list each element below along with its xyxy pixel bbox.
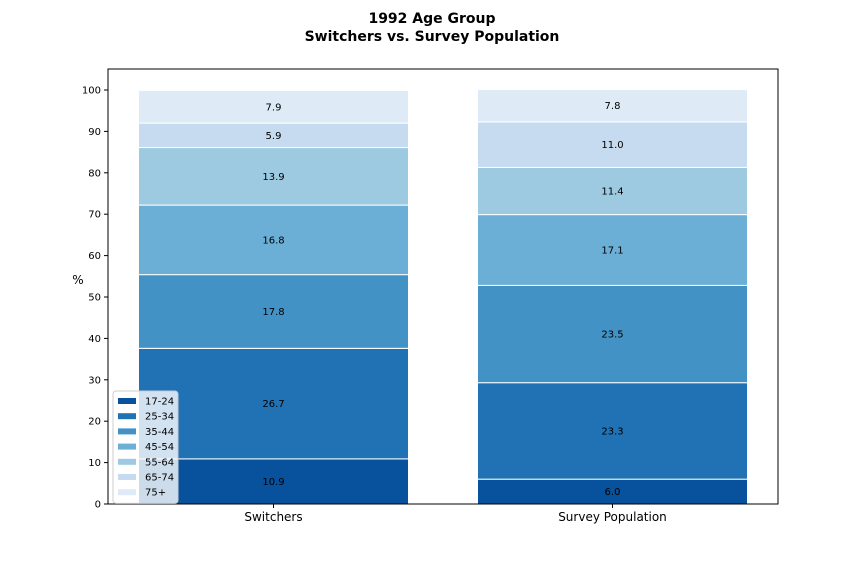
y-tick-label: 50 (88, 293, 101, 304)
data-label: 10.9 (262, 477, 284, 488)
bar-segment (477, 382, 748, 480)
data-label: 6.0 (605, 487, 621, 498)
data-label: 7.9 (266, 102, 282, 113)
legend-label: 35-44 (145, 427, 174, 438)
data-label: 13.9 (262, 172, 284, 183)
y-tick-label: 80 (88, 168, 101, 179)
legend-label: 17-24 (145, 397, 174, 408)
y-tick-label: 0 (95, 500, 101, 511)
legend-label: 55-64 (145, 457, 174, 468)
data-label: 11.4 (601, 187, 623, 198)
bar-segment (138, 89, 409, 124)
data-label: 5.9 (266, 131, 282, 142)
bar-segment (138, 274, 409, 349)
y-tick-label: 100 (82, 86, 101, 97)
legend-swatch (118, 413, 136, 420)
legend-label: 45-54 (145, 442, 174, 453)
legend-swatch (118, 398, 136, 404)
bar-segment (138, 347, 409, 460)
bar-segment (138, 204, 409, 276)
y-tick-label: 70 (88, 210, 101, 221)
data-label: 17.8 (262, 307, 284, 318)
chart-title: 1992 Age Group (368, 11, 496, 27)
x-tick-label: Switchers (244, 510, 302, 524)
y-tick-label: 20 (88, 417, 101, 428)
legend-swatch (118, 458, 136, 465)
data-label: 17.1 (601, 246, 623, 257)
bar-segment (477, 284, 748, 384)
legend-label: 65-74 (145, 473, 174, 484)
bar-segment (477, 89, 748, 123)
data-label: 26.7 (262, 399, 284, 410)
chart-title-block: 1992 Age Group Switchers vs. Survey Popu… (0, 10, 864, 46)
legend-swatch (118, 443, 136, 450)
data-label: 16.8 (262, 235, 284, 246)
x-tick-label: Survey Population (558, 510, 667, 524)
data-label: 7.8 (605, 101, 621, 112)
bar-segment (138, 458, 409, 505)
bar-segment (477, 214, 748, 286)
y-tick-label: 60 (88, 251, 101, 262)
legend-label: 25-34 (145, 412, 174, 423)
y-tick-label: 90 (88, 127, 101, 138)
legend-swatch (118, 474, 136, 480)
y-tick-label: 30 (88, 375, 101, 386)
bar-segment (477, 166, 748, 216)
data-label: 23.3 (601, 426, 623, 437)
data-label: 11.0 (601, 140, 623, 151)
plot-frame (107, 68, 779, 505)
chart-subtitle: Switchers vs. Survey Population (304, 29, 560, 45)
legend-label: 75+ (145, 488, 166, 499)
y-axis-label: % (72, 273, 83, 287)
legend-swatch (118, 489, 136, 496)
data-label: 23.5 (601, 330, 623, 341)
legend-swatch (118, 428, 136, 435)
y-tick-label: 10 (88, 458, 101, 469)
y-tick-label: 40 (88, 334, 101, 345)
